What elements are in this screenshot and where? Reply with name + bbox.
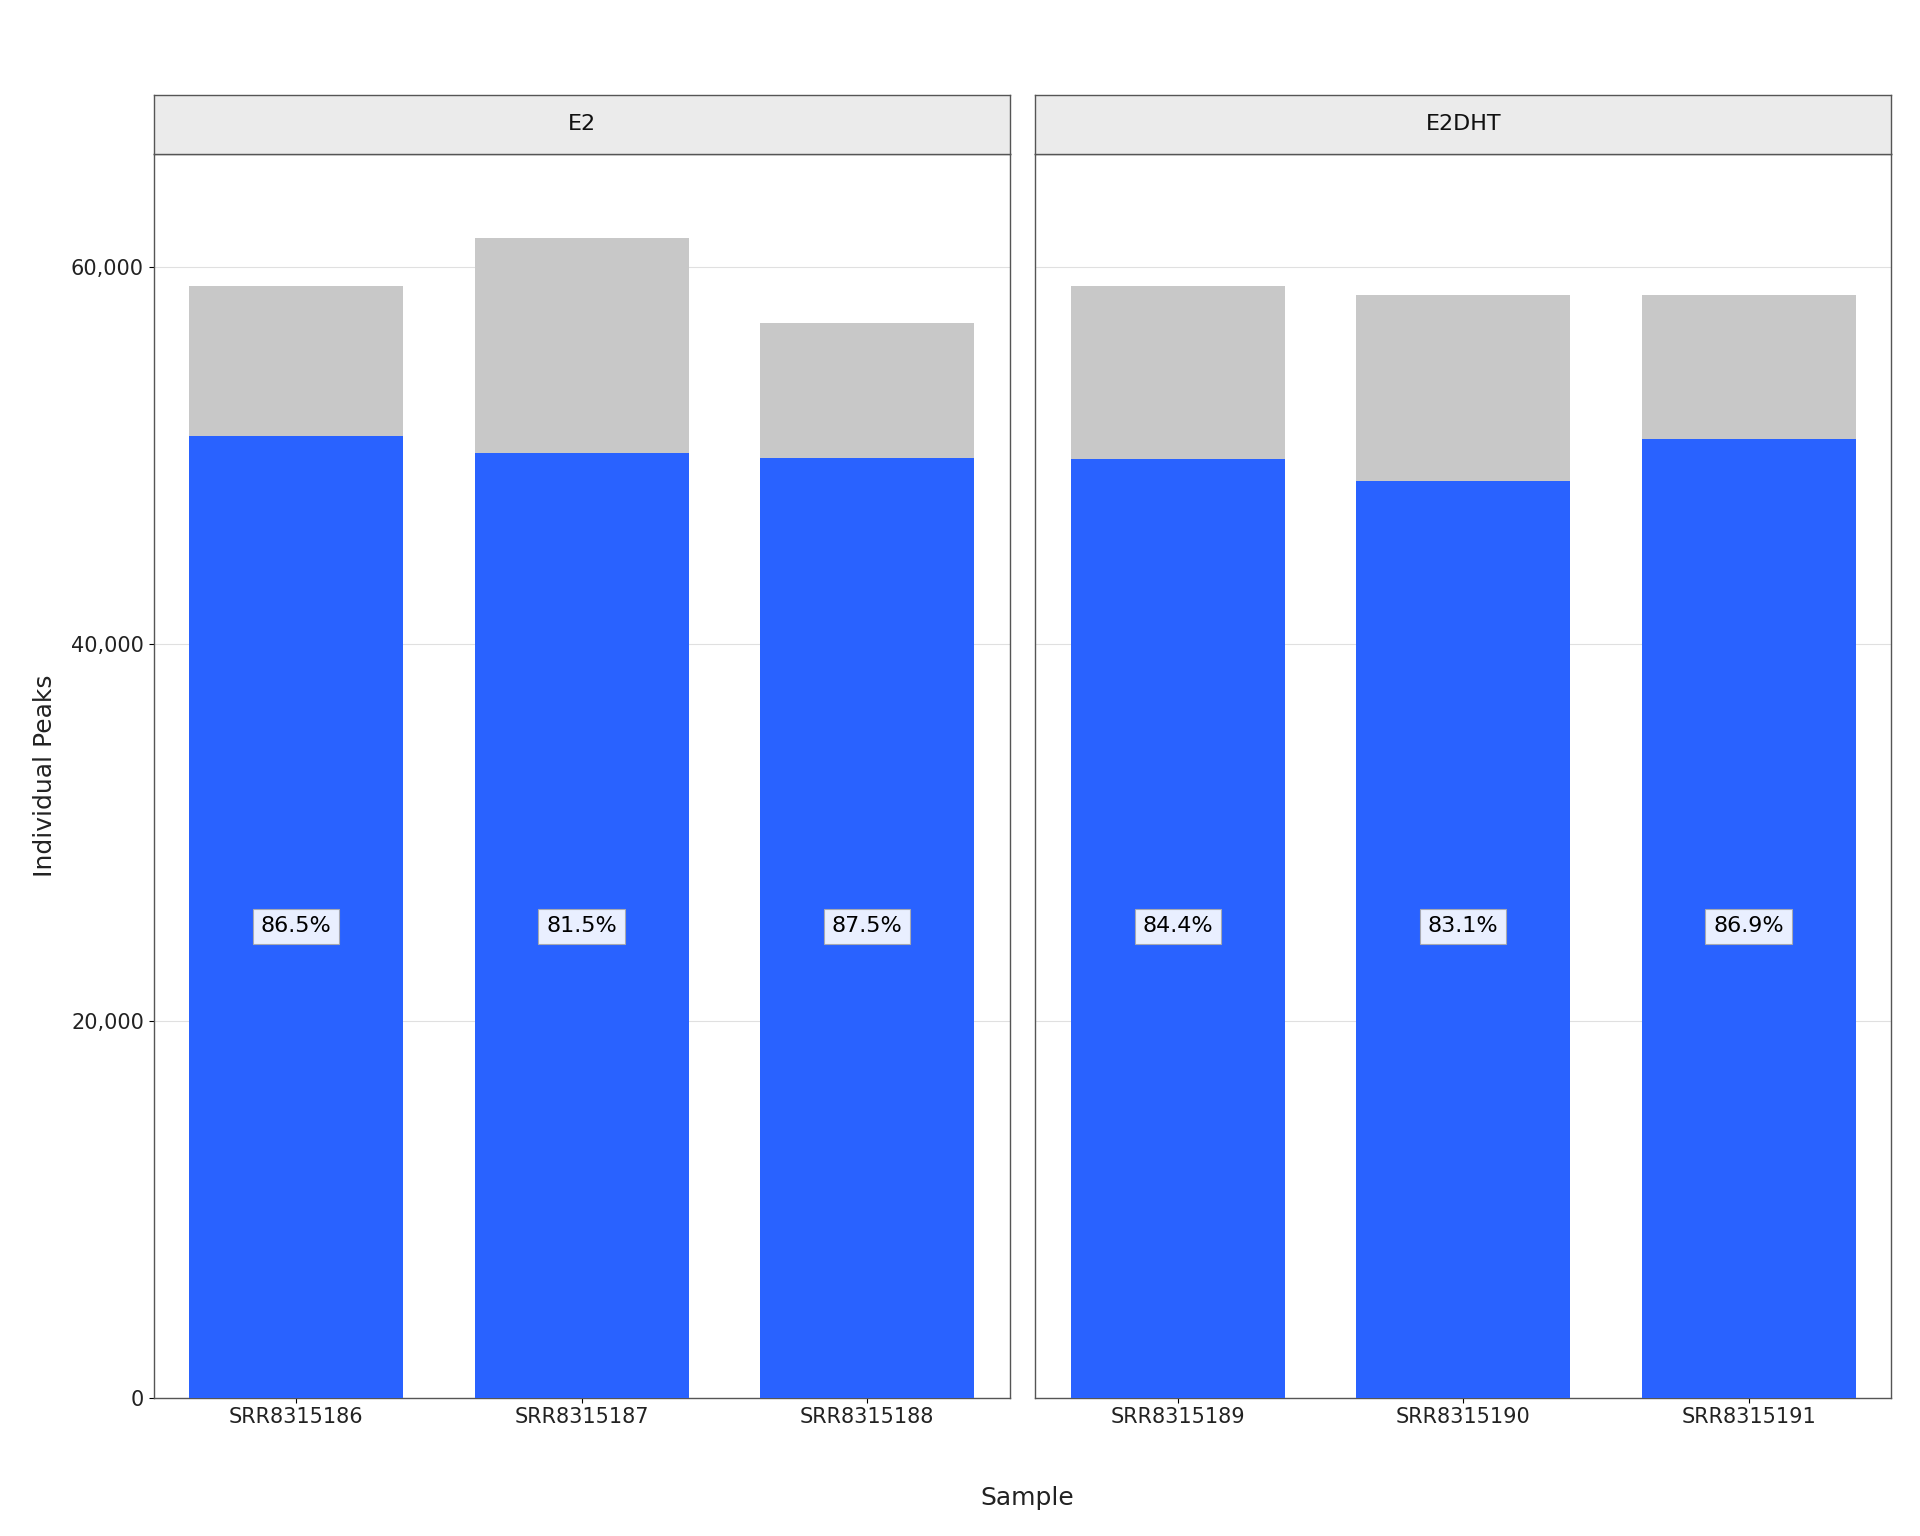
Bar [474,238,689,453]
Bar [190,286,403,436]
Bar [1071,286,1284,459]
Text: 86.9%: 86.9% [1713,917,1784,937]
Bar [190,436,403,1398]
Bar [760,458,973,1398]
Bar [1356,295,1571,481]
Bar [1071,459,1284,1398]
Text: 81.5%: 81.5% [545,917,616,937]
Text: E2: E2 [568,114,595,135]
Text: 84.4%: 84.4% [1142,917,1213,937]
Bar [474,453,689,1398]
Bar [1642,439,1855,1398]
Bar [1356,481,1571,1398]
Text: E2DHT: E2DHT [1425,114,1501,135]
Bar [1642,295,1855,439]
Text: 86.5%: 86.5% [261,917,332,937]
Text: 83.1%: 83.1% [1428,917,1498,937]
Text: 87.5%: 87.5% [831,917,902,937]
Bar [760,323,973,458]
Text: Sample: Sample [981,1485,1073,1510]
Y-axis label: Individual Peaks: Individual Peaks [33,674,58,877]
